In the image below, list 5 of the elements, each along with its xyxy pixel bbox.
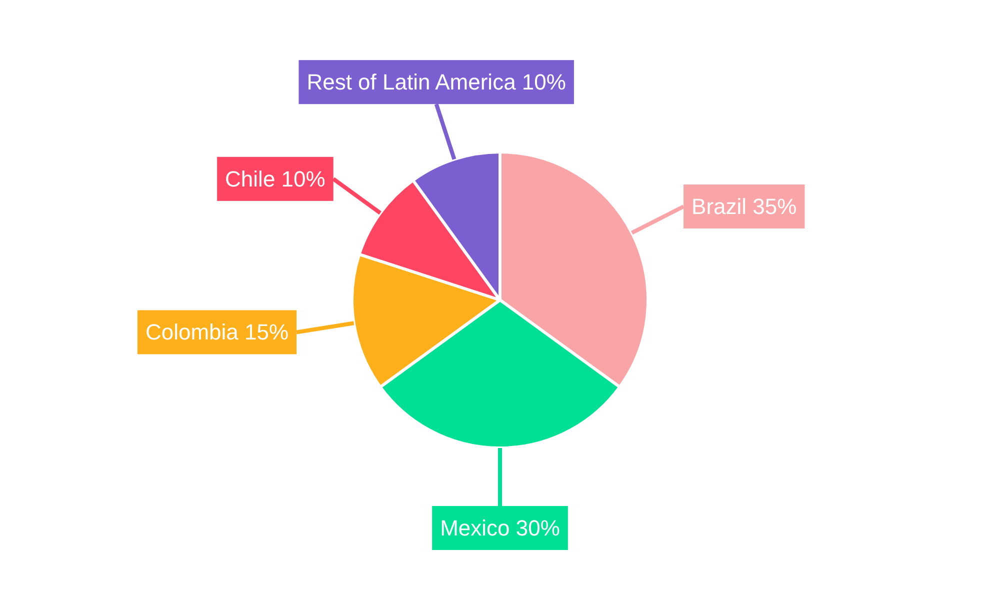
slice-label: Chile 10%: [225, 166, 326, 192]
slice-label: Rest of Latin America 10%: [306, 70, 566, 95]
slice-label: Brazil 35%: [692, 194, 797, 219]
slice-label: Mexico 30%: [440, 516, 560, 540]
slice-label: Colombia 15%: [145, 320, 289, 345]
